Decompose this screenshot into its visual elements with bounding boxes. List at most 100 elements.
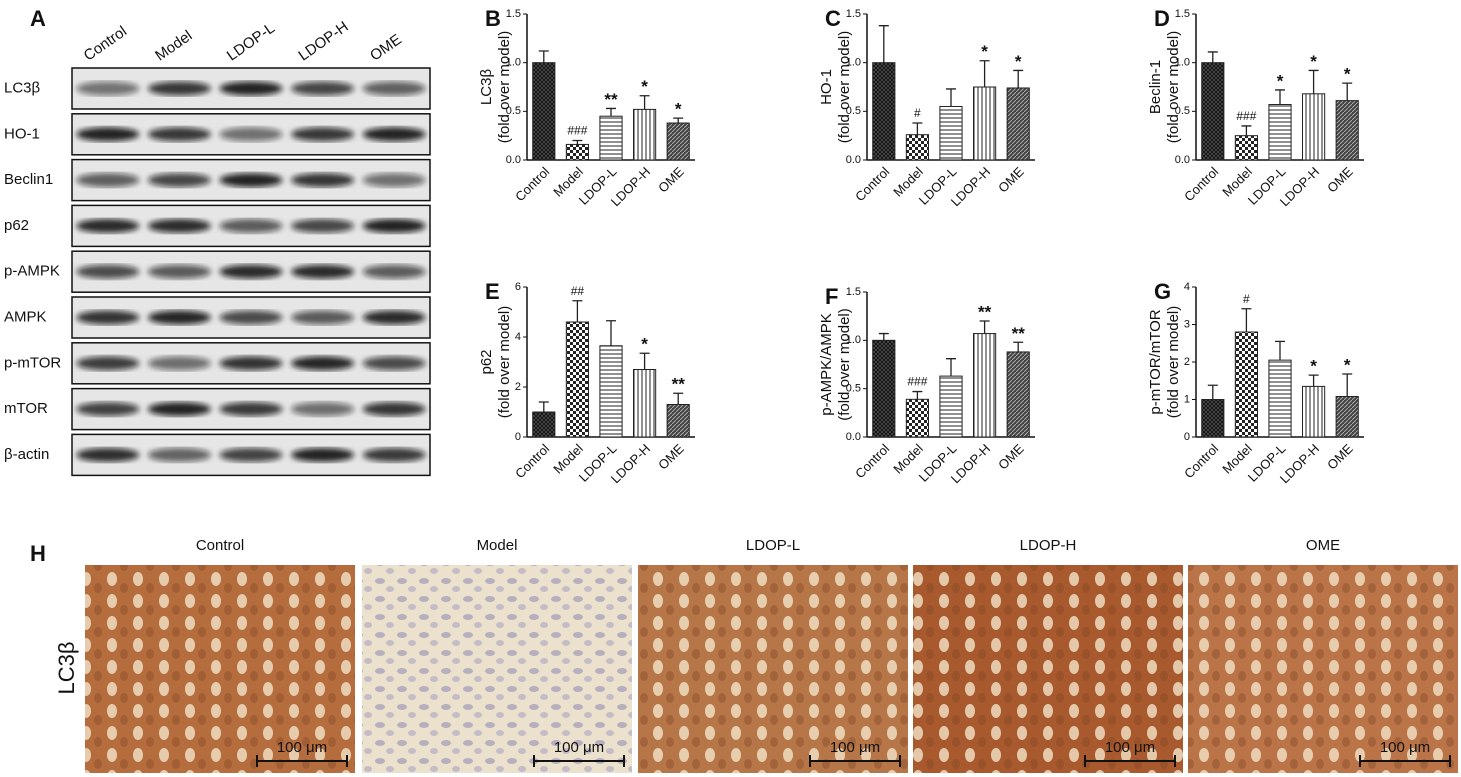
bar: [905, 398, 929, 438]
bar: [599, 115, 623, 161]
blot-band: [219, 127, 283, 142]
blot-band: [362, 356, 426, 371]
bar: [1302, 93, 1326, 161]
error-bar: [878, 25, 889, 63]
error-bar: [538, 401, 549, 412]
group-label: Model: [477, 537, 518, 554]
error-bar: [1342, 82, 1353, 101]
bar: [973, 333, 997, 438]
bar: [872, 62, 896, 161]
bar: [666, 122, 690, 161]
blot-bands: [76, 447, 426, 462]
error-bar: [572, 300, 583, 322]
error-bar: [606, 320, 616, 346]
error-bar: [1275, 89, 1285, 105]
scale-label: 100 μm: [277, 739, 327, 756]
bar: [1234, 331, 1258, 438]
scale-bar: [809, 755, 901, 767]
significance-label: *: [641, 77, 648, 96]
error-bar: [912, 122, 923, 135]
significance-label: *: [1310, 52, 1317, 71]
blot-band: [76, 447, 140, 462]
bar: [633, 108, 657, 161]
significance-label: *: [1015, 52, 1022, 71]
x-tick-label: Control: [512, 441, 552, 481]
y-axis-label: (fold over model): [836, 308, 853, 421]
micrograph-texture: [362, 565, 632, 773]
blot-band: [362, 447, 426, 462]
y-tick-label: 6: [515, 281, 521, 293]
group-label: LDOP-H: [1020, 537, 1077, 554]
lane-label: LDOP-H: [295, 18, 351, 64]
bar: [1201, 399, 1225, 438]
y-tick-label: 1.5: [846, 286, 861, 298]
panel-label: F: [825, 284, 838, 309]
y-axis-label: p-mTOR/mTOR: [1147, 309, 1164, 414]
blot-band: [362, 173, 426, 188]
blot-band: [76, 173, 140, 188]
blot-band: [219, 447, 283, 462]
y-tick-label: 0.5: [846, 383, 861, 395]
y-tick-label: 3: [1184, 318, 1190, 330]
blot-band: [219, 310, 283, 325]
bar: [1006, 351, 1030, 438]
significance-label: *: [981, 42, 988, 61]
blot-band: [147, 447, 211, 462]
error-bar: [639, 352, 650, 370]
blot-band: [362, 127, 426, 142]
blot-band: [147, 173, 211, 188]
x-tick-label: Control: [852, 164, 892, 204]
error-bar: [538, 50, 549, 63]
significance-label: **: [672, 375, 686, 394]
lane-label: LDOP-L: [224, 20, 278, 65]
blot-band: [147, 310, 211, 325]
blot-band: [147, 356, 211, 371]
error-bar: [979, 320, 990, 334]
y-tick-label: 1.0: [846, 57, 861, 69]
y-tick-label: 2: [515, 381, 521, 393]
error-bar: [1207, 384, 1218, 400]
blot-bands: [76, 127, 426, 142]
y-tick-label: 1.0: [846, 334, 861, 346]
scale-bar: [1084, 755, 1176, 767]
blot-band: [76, 218, 140, 233]
blot-band: [362, 81, 426, 96]
error-bar: [1207, 51, 1218, 63]
y-axis-label: Beclin-1: [1147, 60, 1164, 114]
panel-label: B: [485, 6, 501, 31]
bar: [1335, 100, 1359, 161]
bar: [1268, 359, 1292, 438]
error-bar: [1275, 340, 1285, 361]
y-tick-label: 1: [1184, 393, 1190, 405]
blot-bands: [76, 173, 426, 188]
blot-band: [219, 356, 283, 371]
bar: [565, 143, 589, 161]
y-tick-label: 0.5: [1175, 105, 1190, 117]
bar: [1234, 135, 1258, 161]
blot-band: [219, 173, 283, 188]
y-tick-label: 0.0: [506, 154, 521, 166]
y-tick-label: 0: [515, 431, 521, 443]
scale-bar: [533, 755, 625, 767]
x-tick-label: OME: [995, 164, 1027, 196]
y-tick-label: 1.0: [1175, 57, 1190, 69]
bar: [633, 369, 657, 438]
error-bar: [1241, 308, 1252, 332]
bar: [939, 105, 963, 161]
error-bar: [1308, 69, 1319, 94]
blot-band: [76, 356, 140, 371]
significance-label: **: [978, 302, 992, 321]
significance-label: ###: [907, 375, 927, 389]
panel-label: D: [1154, 6, 1170, 31]
significance-label: *: [1310, 357, 1317, 376]
blot-bands: [76, 402, 426, 417]
significance-label: ###: [567, 124, 587, 138]
error-bar: [606, 107, 616, 117]
y-axis-label: (fold over model): [836, 31, 853, 144]
micrograph-texture: [638, 565, 908, 773]
error-bar: [1308, 374, 1319, 387]
significance-label: *: [675, 100, 682, 119]
panel-label: E: [485, 279, 500, 304]
blot-band: [147, 81, 211, 96]
